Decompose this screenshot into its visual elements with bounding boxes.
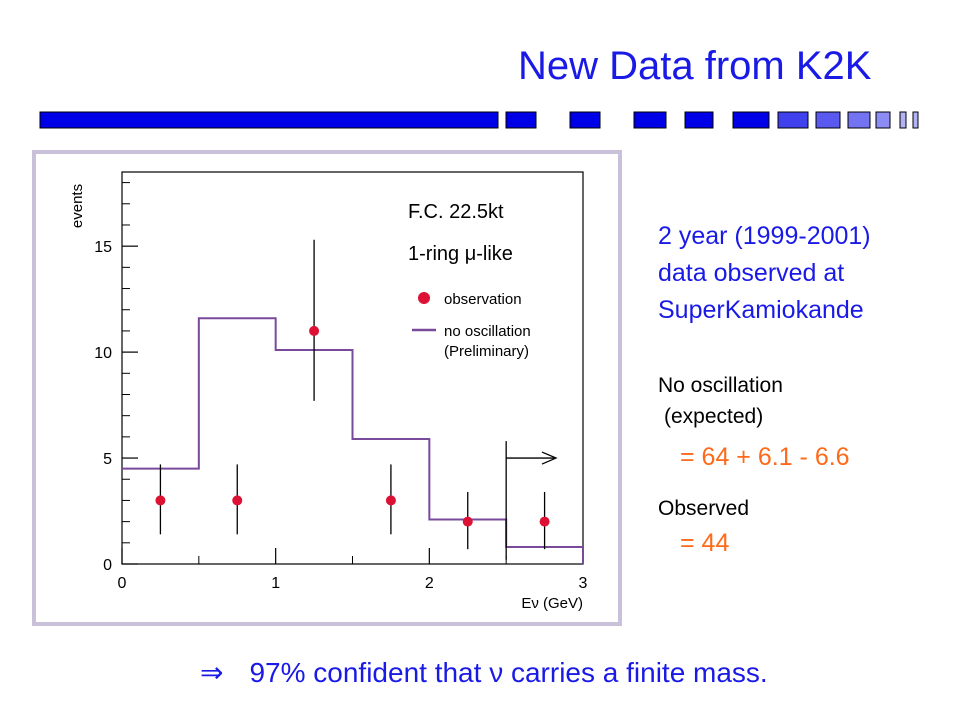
legend-observation-label: observation xyxy=(444,291,522,308)
observation-marker xyxy=(462,516,473,527)
title-bar-segment xyxy=(875,111,891,129)
chart-panel: 0 5 10 15 0 1 2 3 events Eν (GeV) F.C. 22.5kt 1-rin… xyxy=(32,150,622,626)
chart-area: 0 5 10 15 0 1 2 3 events Eν (GeV) F.C. 22.5kt 1-rin… xyxy=(36,154,618,622)
observation-point xyxy=(232,464,243,535)
y-tick-label: 15 xyxy=(94,239,112,256)
x-axis-label: Eν (GeV) xyxy=(521,595,583,612)
title-bar-segment xyxy=(684,111,714,129)
summary-line-3: SuperKamiokande xyxy=(658,296,864,324)
annotation-exposure: F.C. 22.5kt xyxy=(408,201,504,223)
x-tick-label: 1 xyxy=(271,575,280,592)
x-tick-label: 3 xyxy=(579,575,588,592)
legend-preliminary-label: (Preliminary) xyxy=(444,343,529,360)
implies-arrow-icon: ⇒ xyxy=(200,656,224,689)
expected-value: = 64 + 6.1 - 6.6 xyxy=(680,443,850,471)
expected-label-2: (expected) xyxy=(664,405,764,428)
expected-label-1: No oscillation xyxy=(658,374,783,397)
observation-point xyxy=(385,464,396,535)
observation-point xyxy=(539,491,550,550)
title-bar-segment xyxy=(505,111,537,129)
title-bar-segment xyxy=(732,111,770,129)
title-bar-segment xyxy=(912,111,919,129)
data-summary: 2 year (1999-2001) data observed at Supe… xyxy=(658,218,871,329)
observation-marker xyxy=(309,325,320,336)
observation-marker xyxy=(385,495,396,506)
title-bar-segment xyxy=(847,111,871,129)
observation-marker xyxy=(155,495,166,506)
observation-marker xyxy=(539,516,550,527)
title-bar-segment xyxy=(39,111,499,129)
summary-line-1: 2 year (1999-2001) xyxy=(658,222,871,250)
conclusion: ⇒ 97% confident that ν carries a finite … xyxy=(200,656,768,689)
title-decoration-bar xyxy=(39,111,919,129)
slide-title: New Data from K2K xyxy=(518,44,872,88)
title-bar-segment xyxy=(777,111,809,129)
title-bar-segment xyxy=(899,111,907,129)
y-axis-label: events xyxy=(69,184,86,228)
observed-label: Observed xyxy=(658,497,750,520)
observation-point xyxy=(309,239,320,401)
observation-point xyxy=(155,464,166,535)
y-tick-label: 0 xyxy=(103,557,112,574)
x-tick-label: 0 xyxy=(118,575,127,592)
observation-point xyxy=(462,491,473,550)
observation-marker xyxy=(232,495,243,506)
range-arrow-head xyxy=(541,451,558,465)
annotation-sample: 1-ring μ-like xyxy=(408,243,513,265)
y-tick-label: 5 xyxy=(103,451,112,468)
summary-line-2: data observed at xyxy=(658,259,845,287)
title-bar-segment xyxy=(815,111,841,129)
legend-no-oscillation-label: no oscillation xyxy=(444,323,531,340)
title-bar-segment xyxy=(569,111,601,129)
legend-observation-marker xyxy=(418,292,430,304)
y-tick-label: 10 xyxy=(94,345,112,362)
histogram-chart: 0 5 10 15 0 1 2 3 events Eν (GeV) F.C. 22.5kt 1-rin… xyxy=(69,171,588,612)
observed-value: = 44 xyxy=(680,529,730,557)
title-bar-segment xyxy=(633,111,667,129)
x-tick-label: 2 xyxy=(425,575,434,592)
conclusion-text: 97% confident that ν carries a finite ma… xyxy=(249,656,768,688)
